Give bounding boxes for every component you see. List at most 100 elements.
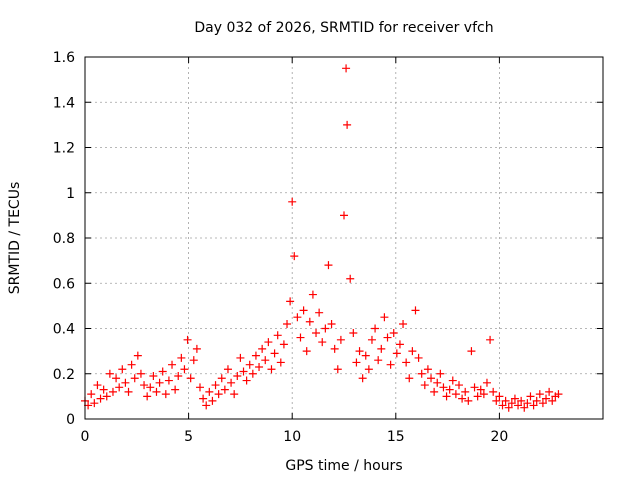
data-point (389, 329, 398, 338)
data-point (124, 387, 133, 396)
data-point (386, 360, 395, 369)
data-point (174, 372, 183, 381)
data-point (498, 401, 507, 410)
data-point (220, 385, 229, 394)
data-point (293, 313, 302, 322)
data-point (102, 392, 111, 401)
data-point (324, 261, 333, 270)
data-point (349, 329, 358, 338)
data-point (495, 392, 504, 401)
data-point (236, 353, 245, 362)
data-point (227, 378, 236, 387)
x-axis-ticks: 0 5 10 15 20 (81, 57, 508, 445)
data-point (545, 387, 554, 396)
data-point (305, 317, 314, 326)
data-point (420, 381, 429, 390)
data-point (242, 376, 251, 385)
data-point (161, 390, 170, 399)
data-point (108, 387, 117, 396)
chart-title: Day 032 of 2026, SRMTID for receiver vfc… (194, 20, 493, 36)
y-tick-label: 1 (66, 186, 75, 202)
data-point (214, 390, 223, 399)
data-point (392, 349, 401, 358)
data-point (486, 335, 495, 344)
data-point (367, 335, 376, 344)
data-point (130, 374, 139, 383)
data-point (315, 308, 324, 317)
data-point (273, 331, 282, 340)
data-point (288, 197, 297, 206)
data-point (523, 399, 532, 408)
data-point (112, 374, 121, 383)
data-point (470, 383, 479, 392)
data-point (177, 353, 186, 362)
data-point (261, 356, 270, 365)
data-point (358, 374, 367, 383)
data-point (458, 394, 467, 403)
data-point (267, 365, 276, 374)
data-point (270, 349, 279, 358)
data-point (445, 385, 454, 394)
data-point (327, 319, 336, 328)
data-point (223, 365, 232, 374)
data-point (299, 306, 308, 315)
data-point (427, 374, 436, 383)
data-point (105, 369, 114, 378)
x-tick-label: 10 (283, 429, 301, 445)
data-point (405, 374, 414, 383)
y-tick-label: 1.4 (53, 95, 75, 111)
data-point (442, 392, 451, 401)
data-point (482, 378, 491, 387)
data-point (251, 351, 260, 360)
data-point (448, 376, 457, 385)
data-point (526, 392, 535, 401)
data-point (276, 358, 285, 367)
data-point (538, 399, 547, 408)
y-tick-label: 0.2 (53, 367, 75, 383)
data-point (296, 333, 305, 342)
grid-lines (85, 57, 603, 419)
data-point (364, 365, 373, 374)
data-point (504, 403, 513, 412)
data-point (279, 340, 288, 349)
data-point (283, 319, 292, 328)
data-point (461, 387, 470, 396)
data-point (361, 351, 370, 360)
x-tick-label: 5 (184, 429, 193, 445)
data-point (507, 399, 516, 408)
data-point (149, 372, 158, 381)
data-point (380, 313, 389, 322)
data-point (454, 381, 463, 390)
data-point (464, 396, 473, 405)
data-point (99, 385, 108, 394)
data-point (258, 344, 267, 353)
data-point (87, 390, 96, 399)
y-tick-label: 1.2 (53, 141, 75, 157)
data-point (342, 64, 351, 73)
x-tick-label: 15 (387, 429, 405, 445)
data-point (245, 360, 254, 369)
data-point (136, 369, 145, 378)
data-point (233, 372, 242, 381)
data-point (355, 347, 364, 356)
data-point (542, 394, 551, 403)
data-point (383, 333, 392, 342)
data-point (548, 396, 557, 405)
y-tick-label: 0.4 (53, 322, 75, 338)
data-point (164, 376, 173, 385)
data-point (489, 387, 498, 396)
data-point (377, 344, 386, 353)
data-point (371, 324, 380, 333)
data-point (399, 319, 408, 328)
data-point (476, 385, 485, 394)
plot-frame (84, 56, 604, 420)
data-point (330, 344, 339, 353)
y-tick-label: 0 (66, 412, 75, 428)
data-point (146, 383, 155, 392)
data-point (321, 324, 330, 333)
data-point (230, 390, 239, 399)
data-point (433, 378, 442, 387)
data-point (308, 290, 317, 299)
data-point (186, 374, 195, 383)
